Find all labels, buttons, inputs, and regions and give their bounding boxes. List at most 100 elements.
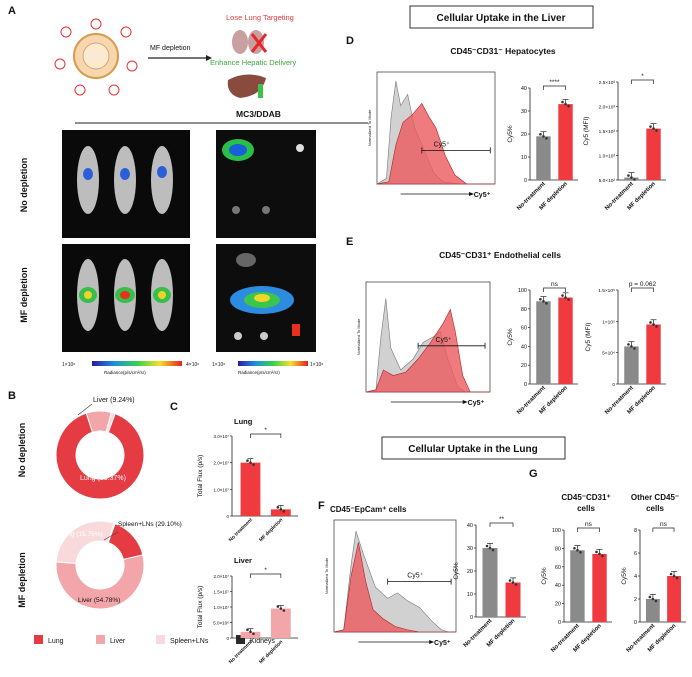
bar <box>240 631 261 638</box>
tick-label: 0 <box>226 514 229 519</box>
tick-label: 1.5×10⁵ <box>598 288 615 294</box>
data-point <box>627 343 630 346</box>
data-point <box>573 546 576 550</box>
data-point <box>669 572 673 576</box>
bar <box>270 509 291 516</box>
bar <box>624 346 639 384</box>
gate-label: Cy5⁺ <box>435 337 451 344</box>
panel-e-letter: E <box>346 236 353 248</box>
ivis-whole-body-mf-depletion <box>62 244 190 352</box>
tick-label: 1.0×10³ <box>599 154 616 160</box>
liver-section-header: Cellular Uptake in the Liver <box>409 5 594 29</box>
tick-label: 40 <box>467 523 473 529</box>
data-point <box>246 459 249 462</box>
y-axis-label: Cy5 (MFI) <box>583 117 590 146</box>
data-point <box>511 581 515 584</box>
data-point <box>675 576 679 580</box>
tick-label: 80 <box>555 546 561 552</box>
tick-label: 0 <box>524 178 527 184</box>
data-point <box>252 463 255 466</box>
data-point <box>491 548 495 552</box>
tick-label: 60 <box>521 326 527 332</box>
category-label: MF depletion <box>258 517 284 543</box>
f-title: CD45⁻EpCam⁺ cells <box>330 505 407 514</box>
y-axis-label: Cy5% <box>621 567 628 585</box>
tick-label: 1.5×10³ <box>599 129 616 135</box>
hist-x-label: Cy5⁺ <box>474 192 491 199</box>
donut2-liver-label: Liver (54.78%) <box>78 597 120 604</box>
svg-text:1×10⁶: 1×10⁶ <box>62 362 75 368</box>
bar <box>536 301 551 384</box>
lose-lung-label: Lose Lung Targeting <box>226 13 294 22</box>
data-point <box>672 574 676 578</box>
svg-text:4×10⁶: 4×10⁶ <box>186 362 199 368</box>
c-liver-title: Liver <box>234 556 252 565</box>
panel-f-letter: F <box>318 500 325 512</box>
svg-text:1×10⁶: 1×10⁶ <box>212 362 225 368</box>
data-point <box>627 174 630 177</box>
hist-y-label: Normalized To Mode <box>324 557 329 594</box>
chart-d-mfi: 5.0×10²1.0×10³1.5×10³2.0×10³2.5×10³No-tr… <box>583 73 666 212</box>
data-point <box>564 102 567 106</box>
data-point <box>246 628 249 632</box>
tick-label: 30 <box>467 546 473 552</box>
svg-text:Kidneys: Kidneys <box>250 638 275 645</box>
tick-label: 8 <box>634 528 637 534</box>
panel-g-letter: G <box>529 468 538 480</box>
tick-label: 100 <box>518 288 527 294</box>
bar <box>536 136 551 180</box>
hist-x-label: Cy5⁺ <box>468 400 485 407</box>
data-point <box>630 345 633 348</box>
tick-label: 0 <box>226 636 229 641</box>
data-point <box>252 632 255 636</box>
bar <box>592 553 607 622</box>
histogram-e: Cy5⁺ Normalized To Mode Cy5⁺ <box>356 281 491 407</box>
tick-label: 5.0×10⁶ <box>213 621 229 626</box>
panel-a-letter: A <box>8 5 16 17</box>
bar <box>558 297 573 384</box>
bar <box>646 324 661 384</box>
data-point <box>508 579 512 582</box>
data-point <box>545 137 548 140</box>
data-point <box>649 321 652 324</box>
tick-label: 4 <box>634 574 637 580</box>
tick-label: 40 <box>555 583 561 589</box>
data-point <box>655 325 658 328</box>
data-point <box>485 544 489 548</box>
data-point <box>630 176 633 179</box>
donut-slice <box>107 522 116 544</box>
tick-label: 2.5×10³ <box>599 80 616 86</box>
significance-label: ns <box>660 521 668 528</box>
tick-label: 0 <box>470 615 473 621</box>
donut2-lung-label: Lung (15.75%) <box>60 531 103 538</box>
tick-label: 2.0×10⁷ <box>213 574 229 579</box>
d-title: CD45⁻CD31⁻ Hepatocytes <box>450 46 556 56</box>
data-point <box>633 347 636 350</box>
bar <box>570 550 585 622</box>
gate-label: Cy5⁺ <box>434 141 450 148</box>
color-scale-right: 1×10⁶ 1×10⁸ Radiance(p/s/cm²/sr) <box>212 361 323 375</box>
y-axis-label: Total Flux (p/s) <box>197 586 204 629</box>
nanoparticle-icon <box>54 18 138 96</box>
tick-label: 2 <box>634 597 637 603</box>
histogram-f: Cy5⁺ Normalized To Mode Cy5⁺ <box>324 519 457 647</box>
data-point <box>655 129 658 132</box>
tick-label: 1.0×10⁷ <box>213 605 229 610</box>
category-label: No treatment <box>228 517 254 543</box>
svg-text:Radiance(p/s/cm²/sr): Radiance(p/s/cm²/sr) <box>238 370 280 375</box>
data-point <box>652 127 655 130</box>
tick-label: 0 <box>524 382 527 388</box>
g-title1a: CD45⁻CD31⁺ <box>561 493 610 502</box>
e-title: CD45⁻CD31⁺ Endothelial cells <box>439 250 561 260</box>
cross-icon <box>250 33 268 53</box>
data-point <box>542 299 545 303</box>
gate-label: Cy5⁺ <box>407 573 423 580</box>
tick-label: 40 <box>521 344 527 350</box>
svg-text:Radiance(p/s/cm²/sr): Radiance(p/s/cm²/sr) <box>104 370 146 375</box>
data-point <box>652 323 655 326</box>
y-axis-label: Cy5% <box>507 125 514 143</box>
